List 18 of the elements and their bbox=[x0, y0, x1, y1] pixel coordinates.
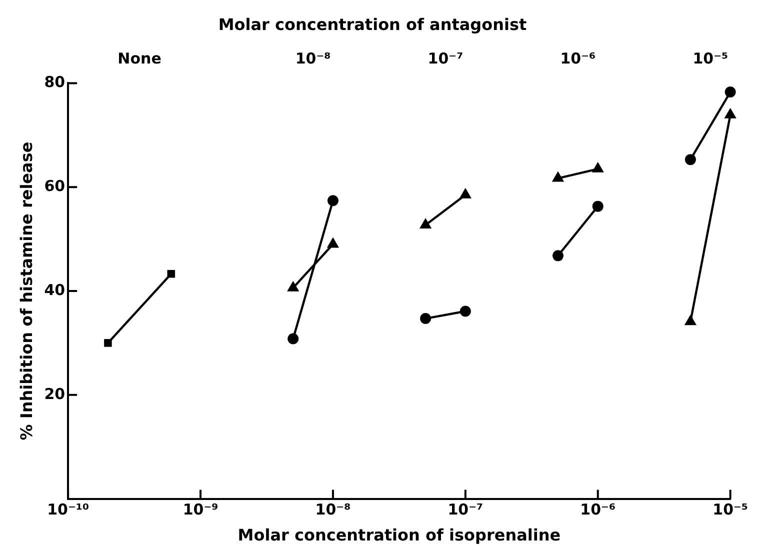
x-tick-label: 10⁻⁶ bbox=[580, 500, 616, 519]
text: 10⁻⁶ bbox=[560, 50, 596, 68]
y-tick-label: 40 bbox=[44, 280, 66, 299]
x-tick-label: 10⁻⁵ bbox=[712, 500, 748, 519]
y-axis-title: % Inhibition of histamine release bbox=[16, 142, 36, 440]
x-axis-title: Molar concentration of isoprenaline bbox=[238, 526, 561, 545]
text: 10⁻⁵ bbox=[692, 50, 728, 68]
x-tick-label: 10⁻⁹ bbox=[182, 500, 218, 519]
text: 10⁻⁷ bbox=[428, 50, 464, 68]
y-tick-label: 20 bbox=[44, 384, 66, 403]
x-tick-label: 10⁻⁷ bbox=[448, 500, 484, 519]
y-tick-label: 80 bbox=[44, 73, 66, 92]
x-tick-label: 10⁻⁸ bbox=[315, 500, 351, 519]
text: None bbox=[118, 50, 162, 68]
y-tick-label: 60 bbox=[44, 176, 66, 195]
x2-axis-title: Molar concentration of antagonist bbox=[218, 14, 528, 34]
text: 10⁻⁸ bbox=[295, 50, 331, 68]
x-tick-label: 10⁻¹⁰ bbox=[47, 500, 90, 519]
